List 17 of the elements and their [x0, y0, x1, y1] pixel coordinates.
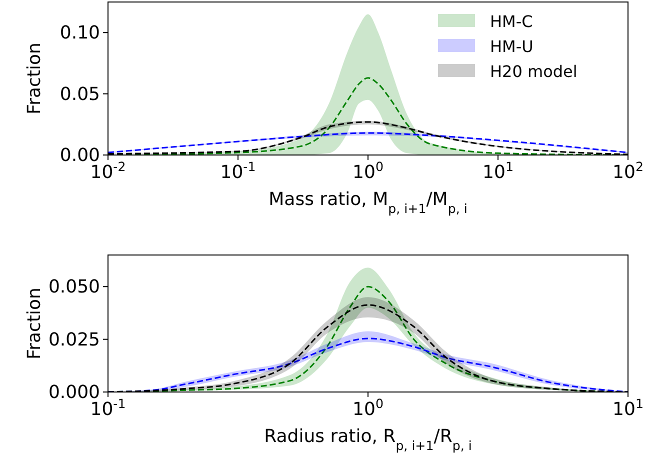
x-tick-label: 10$^{1}$	[482, 158, 514, 183]
x-axis-title: Mass ratio, M$_{p, i+1}$/M$_{p, i}$	[268, 189, 468, 216]
x-tick-label: 10$^{-1}$	[220, 158, 256, 183]
y-tick-label: 0.10	[60, 22, 100, 44]
y-axis-title: Fraction	[24, 42, 45, 114]
legend-label: HM-U	[490, 37, 534, 56]
y-axis-title: Fraction	[24, 288, 45, 360]
x-tick-label: 10$^{0}$	[352, 158, 384, 183]
legend-label: H20 model	[490, 62, 578, 81]
x-tick-label: 10$^{2}$	[612, 158, 644, 183]
y-tick-label: 0.050	[48, 276, 100, 298]
legend-label: HM-C	[490, 12, 533, 31]
y-tick-label: 0.025	[48, 329, 100, 350]
y-tick-label: 0.05	[60, 84, 100, 105]
x-tick-label: 10$^{0}$	[352, 396, 384, 420]
x-tick-label: 10$^{1}$	[612, 396, 644, 420]
x-axis-title: Radius ratio, R$_{p, i+1}$/R$_{p, i}$	[264, 426, 472, 452]
